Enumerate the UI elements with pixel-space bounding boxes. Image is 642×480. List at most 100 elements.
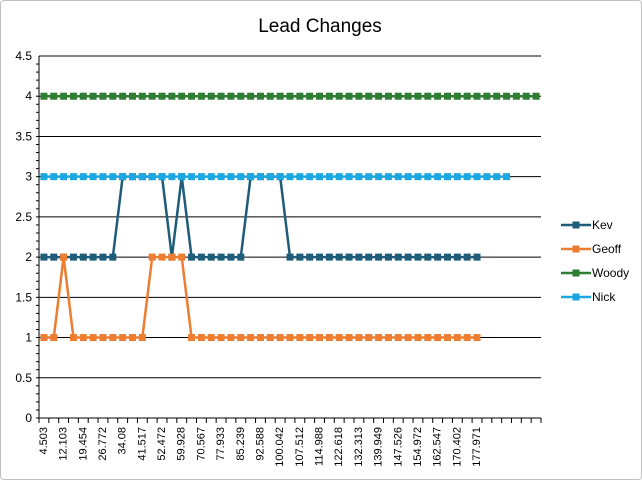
data-point	[296, 173, 304, 181]
x-tick-label: 100.042	[274, 427, 286, 467]
data-point	[60, 173, 68, 181]
data-point	[89, 253, 97, 261]
data-point	[473, 173, 481, 181]
data-point	[483, 173, 491, 181]
data-point	[129, 173, 137, 181]
data-point	[453, 334, 461, 342]
data-point	[50, 253, 58, 261]
data-point	[256, 92, 264, 100]
data-point	[375, 173, 383, 181]
legend-item-nick: Nick	[561, 290, 616, 304]
data-point	[512, 92, 520, 100]
data-point	[296, 334, 304, 342]
data-point	[414, 334, 422, 342]
x-tick-label: 59.928	[176, 427, 188, 461]
x-tick-label: 77.933	[215, 427, 227, 461]
series-lines	[40, 92, 540, 342]
data-point	[197, 173, 205, 181]
x-tick-label: 12.103	[58, 427, 70, 461]
data-point	[50, 92, 58, 100]
data-point	[316, 173, 324, 181]
data-point	[286, 334, 294, 342]
data-point	[207, 173, 215, 181]
legend: Kev Geoff Woody Nick	[561, 218, 629, 304]
data-point	[50, 173, 58, 181]
gridlines	[39, 55, 541, 379]
data-point	[443, 334, 451, 342]
data-point	[394, 173, 402, 181]
data-point	[414, 173, 422, 181]
data-point	[50, 334, 58, 342]
data-point	[89, 92, 97, 100]
data-point	[217, 173, 225, 181]
data-point	[325, 253, 333, 261]
legend-label: Woody	[592, 266, 629, 280]
data-point	[266, 173, 274, 181]
data-point	[365, 92, 373, 100]
data-point	[335, 173, 343, 181]
y-tick-label: 0	[25, 411, 32, 425]
data-point	[473, 253, 481, 261]
x-tick-label: 147.526	[392, 427, 404, 467]
legend-swatch-marker	[572, 245, 580, 253]
data-point	[138, 173, 146, 181]
data-point	[217, 334, 225, 342]
legend-swatch-marker	[572, 221, 580, 229]
data-point	[365, 173, 373, 181]
data-point	[237, 173, 245, 181]
data-point	[197, 92, 205, 100]
data-point	[522, 92, 530, 100]
data-point	[188, 253, 196, 261]
data-point	[404, 92, 412, 100]
data-point	[197, 253, 205, 261]
data-point	[394, 92, 402, 100]
data-point	[325, 92, 333, 100]
x-tick-label: 52.472	[156, 427, 168, 461]
data-point	[40, 92, 48, 100]
y-tick-label: 1.5	[15, 290, 32, 304]
data-point	[414, 92, 422, 100]
data-point	[79, 253, 87, 261]
data-point	[296, 92, 304, 100]
x-tick-label: 107.512	[294, 427, 306, 467]
data-point	[355, 173, 363, 181]
data-point	[375, 253, 383, 261]
data-point	[40, 253, 48, 261]
data-point	[148, 173, 156, 181]
data-point	[443, 253, 451, 261]
y-tick-label: 4.5	[15, 49, 32, 63]
data-point	[424, 253, 432, 261]
data-point	[453, 92, 461, 100]
data-point	[158, 253, 166, 261]
legend-label: Nick	[592, 290, 616, 304]
x-tick-label: 132.313	[353, 427, 365, 467]
data-point	[178, 173, 186, 181]
y-tick-label: 3.5	[15, 129, 32, 143]
data-point	[109, 173, 117, 181]
data-point	[60, 92, 68, 100]
data-point	[40, 173, 48, 181]
data-point	[355, 253, 363, 261]
data-point	[434, 253, 442, 261]
data-point	[384, 92, 392, 100]
x-tick-label: 26.772	[97, 427, 109, 461]
data-point	[503, 173, 511, 181]
chart-title: Lead Changes	[258, 16, 382, 37]
data-point	[325, 334, 333, 342]
data-point	[473, 92, 481, 100]
legend-item-woody: Woody	[561, 266, 629, 280]
data-point	[483, 92, 491, 100]
data-point	[207, 334, 215, 342]
data-point	[227, 334, 235, 342]
data-point	[286, 253, 294, 261]
x-tick-label: 19.454	[77, 427, 89, 461]
data-point	[375, 92, 383, 100]
data-point	[306, 92, 314, 100]
data-point	[168, 92, 176, 100]
data-point	[306, 253, 314, 261]
data-point	[306, 173, 314, 181]
data-point	[237, 334, 245, 342]
data-point	[503, 92, 511, 100]
data-point	[99, 253, 107, 261]
